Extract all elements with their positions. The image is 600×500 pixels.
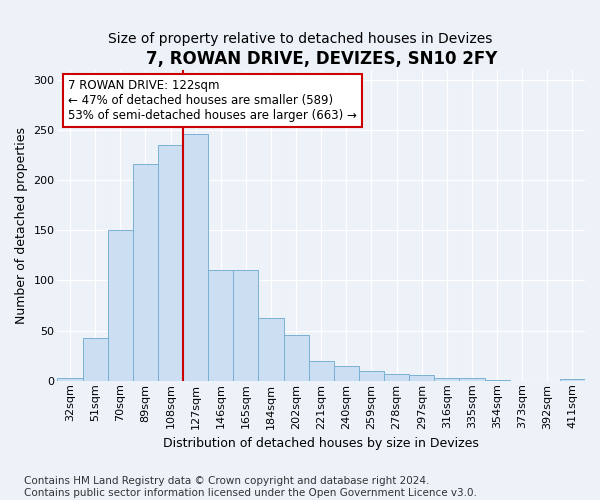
Text: Contains HM Land Registry data © Crown copyright and database right 2024.
Contai: Contains HM Land Registry data © Crown c… xyxy=(24,476,477,498)
Bar xyxy=(359,370,384,381)
Bar xyxy=(384,374,409,381)
Bar xyxy=(485,380,509,381)
Bar xyxy=(108,230,133,381)
Bar xyxy=(460,378,485,381)
Bar xyxy=(208,270,233,381)
Bar xyxy=(560,379,585,381)
Bar xyxy=(409,374,434,381)
X-axis label: Distribution of detached houses by size in Devizes: Distribution of detached houses by size … xyxy=(163,437,479,450)
Bar xyxy=(434,378,460,381)
Bar xyxy=(133,164,158,381)
Bar xyxy=(83,338,108,381)
Bar xyxy=(183,134,208,381)
Bar xyxy=(334,366,359,381)
Text: Size of property relative to detached houses in Devizes: Size of property relative to detached ho… xyxy=(108,32,492,46)
Bar xyxy=(233,270,259,381)
Bar xyxy=(58,378,83,381)
Text: 7 ROWAN DRIVE: 122sqm
← 47% of detached houses are smaller (589)
53% of semi-det: 7 ROWAN DRIVE: 122sqm ← 47% of detached … xyxy=(68,79,357,122)
Bar xyxy=(308,360,334,381)
Bar xyxy=(284,334,308,381)
Bar xyxy=(158,145,183,381)
Y-axis label: Number of detached properties: Number of detached properties xyxy=(15,126,28,324)
Bar xyxy=(259,318,284,381)
Title: 7, ROWAN DRIVE, DEVIZES, SN10 2FY: 7, ROWAN DRIVE, DEVIZES, SN10 2FY xyxy=(146,50,497,68)
